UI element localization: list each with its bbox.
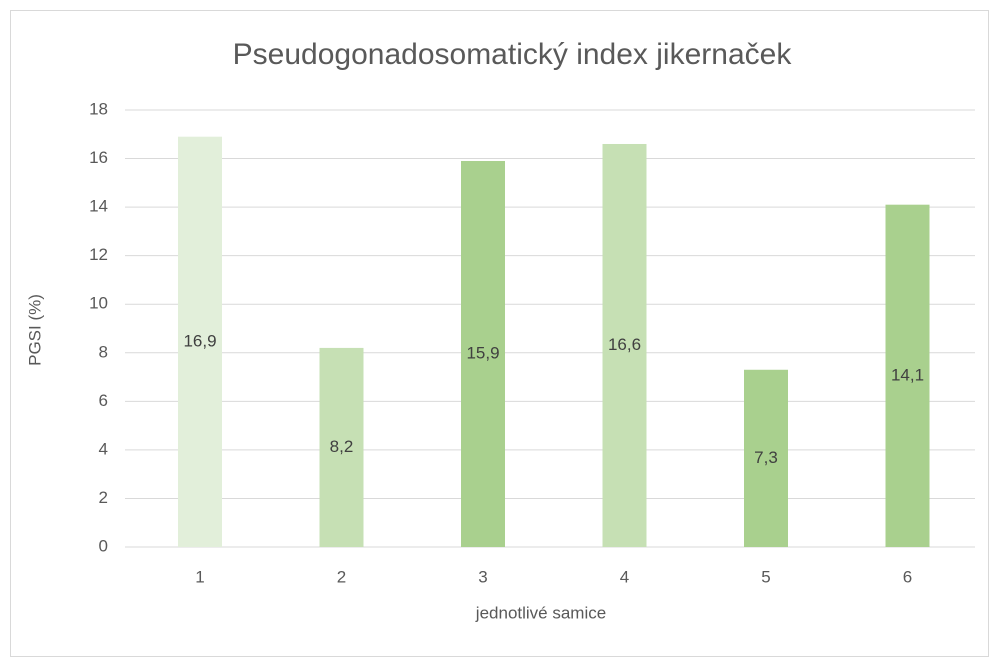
x-axis-label: jednotlivé samice xyxy=(475,603,606,622)
bar xyxy=(319,347,364,547)
bar xyxy=(885,204,930,547)
y-tick-label: 16 xyxy=(89,148,108,167)
x-tick-label: 6 xyxy=(903,567,912,586)
x-tick-label: 4 xyxy=(620,567,629,586)
bar xyxy=(461,160,505,547)
bar xyxy=(178,136,222,547)
y-tick-label: 2 xyxy=(99,488,108,507)
bar xyxy=(602,143,647,547)
data-label: 16,9 xyxy=(183,331,216,350)
data-label: 15,9 xyxy=(466,343,499,362)
y-tick-label: 8 xyxy=(99,342,108,361)
y-tick-label: 14 xyxy=(89,197,108,216)
data-label: 7,3 xyxy=(754,448,778,467)
y-tick-label: 0 xyxy=(99,536,108,555)
y-axis-label: PGSI (%) xyxy=(25,294,44,366)
y-tick-label: 6 xyxy=(99,391,108,410)
x-tick-label: 2 xyxy=(337,567,346,586)
x-tick-label: 5 xyxy=(761,567,770,586)
y-tick-label: 18 xyxy=(89,99,108,118)
data-label: 14,1 xyxy=(891,365,924,384)
bar xyxy=(744,369,788,547)
data-label: 8,2 xyxy=(330,437,354,456)
y-tick-label: 12 xyxy=(89,245,108,264)
y-tick-label: 10 xyxy=(89,294,108,313)
x-tick-label: 3 xyxy=(478,567,487,586)
data-label: 16,6 xyxy=(608,335,641,354)
y-tick-label: 4 xyxy=(99,439,108,458)
chart-title: Pseudogonadosomatický index jikernaček xyxy=(233,38,793,71)
x-tick-label: 1 xyxy=(195,567,204,586)
